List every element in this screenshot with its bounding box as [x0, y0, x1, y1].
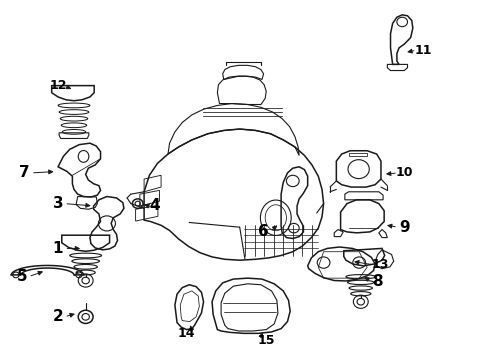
Text: 12: 12 — [49, 79, 67, 92]
Text: 9: 9 — [399, 220, 410, 235]
Text: 15: 15 — [257, 334, 275, 347]
Text: 2: 2 — [53, 309, 63, 324]
Text: 4: 4 — [149, 198, 160, 213]
Text: 1: 1 — [53, 241, 63, 256]
Text: 6: 6 — [258, 224, 269, 239]
Text: 5: 5 — [17, 269, 27, 284]
Text: 10: 10 — [395, 166, 413, 179]
Text: 7: 7 — [19, 166, 30, 180]
Text: 3: 3 — [53, 196, 63, 211]
Text: 8: 8 — [372, 274, 383, 289]
Text: 11: 11 — [414, 44, 432, 57]
Text: 13: 13 — [372, 258, 389, 271]
Text: 14: 14 — [178, 327, 196, 340]
